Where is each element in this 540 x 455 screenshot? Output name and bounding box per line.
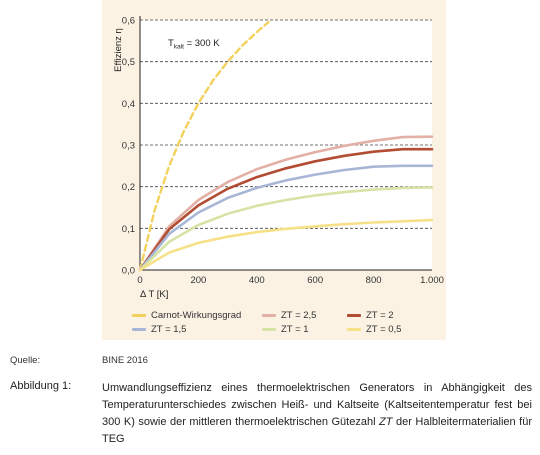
y-axis-label: Effizienz η (113, 28, 124, 72)
y-tick-label: 0,0 (122, 266, 135, 277)
annotation-tkalt: Tkalt = 300 K (168, 38, 220, 51)
legend-label: ZT = 1 (281, 324, 309, 335)
series-line-4 (138, 186, 434, 272)
x-axis-label: Δ T [K] (140, 289, 168, 300)
series-line-2 (138, 147, 434, 272)
series-line-3 (138, 164, 434, 272)
legend-label: ZT = 0,5 (366, 324, 402, 335)
legend-label: ZT = 2 (366, 310, 394, 321)
legend-item: ZT = 2,5 (262, 310, 316, 321)
legend-item: ZT = 2 (347, 310, 394, 321)
legend-swatch (347, 314, 361, 317)
x-tick-label: 600 (307, 275, 323, 286)
x-tick-label: 200 (190, 275, 206, 286)
legend-swatch (132, 314, 146, 317)
legend-label: ZT = 1,5 (151, 324, 187, 335)
source-value: BINE 2016 (102, 355, 148, 366)
series-line-5 (138, 218, 434, 272)
legend-swatch (132, 328, 146, 331)
figure-panel: 0,0 0,1 0,2 0,3 0,4 0,5 0,6 0 200 400 600 800 1.000 Δ… (102, 0, 446, 340)
caption-label: Abbildung 1: (10, 380, 72, 392)
series-line-0 (138, 20, 270, 272)
legend-item: ZT = 0,5 (347, 324, 401, 335)
caption-text-part1: Umwandlungseffizienz eines thermoelektri… (102, 382, 532, 428)
caption-text-part2: der Halbleitermaterialien für TEG (102, 416, 533, 445)
legend-swatch (347, 328, 361, 331)
y-tick-label: 0,5 (122, 57, 135, 68)
legend-label: Carnot-Wirkungsgrad (151, 310, 242, 321)
legend-item: ZT = 1,5 (132, 324, 186, 335)
source-label: Quelle: (10, 355, 41, 366)
legend-item: ZT = 1 (262, 324, 309, 335)
x-tick-label: 400 (249, 275, 265, 286)
y-tick-label: 0,1 (122, 224, 135, 235)
legend-swatch (262, 328, 276, 331)
efficiency-chart: 0,0 0,1 0,2 0,3 0,4 0,5 0,6 0 200 400 600 800 1.000 Δ… (113, 16, 444, 301)
y-tick-label: 0,3 (122, 141, 135, 152)
x-tick-label: 800 (366, 275, 382, 286)
caption-text: Umwandlungseffizienz eines thermoelektri… (102, 380, 532, 448)
legend-swatch (262, 314, 276, 317)
y-tick-label: 0,2 (122, 182, 135, 193)
y-tick-label: 0,4 (122, 99, 135, 110)
caption-text-italic: ZT (379, 416, 393, 428)
legend-item: Carnot-Wirkungsgrad (132, 310, 241, 321)
legend-label: ZT = 2,5 (281, 310, 317, 321)
y-tick-label: 0,6 (122, 16, 135, 27)
series-line-1 (138, 135, 434, 272)
x-tick-label: 0 (137, 275, 142, 286)
x-tick-label: 1.000 (420, 275, 444, 286)
